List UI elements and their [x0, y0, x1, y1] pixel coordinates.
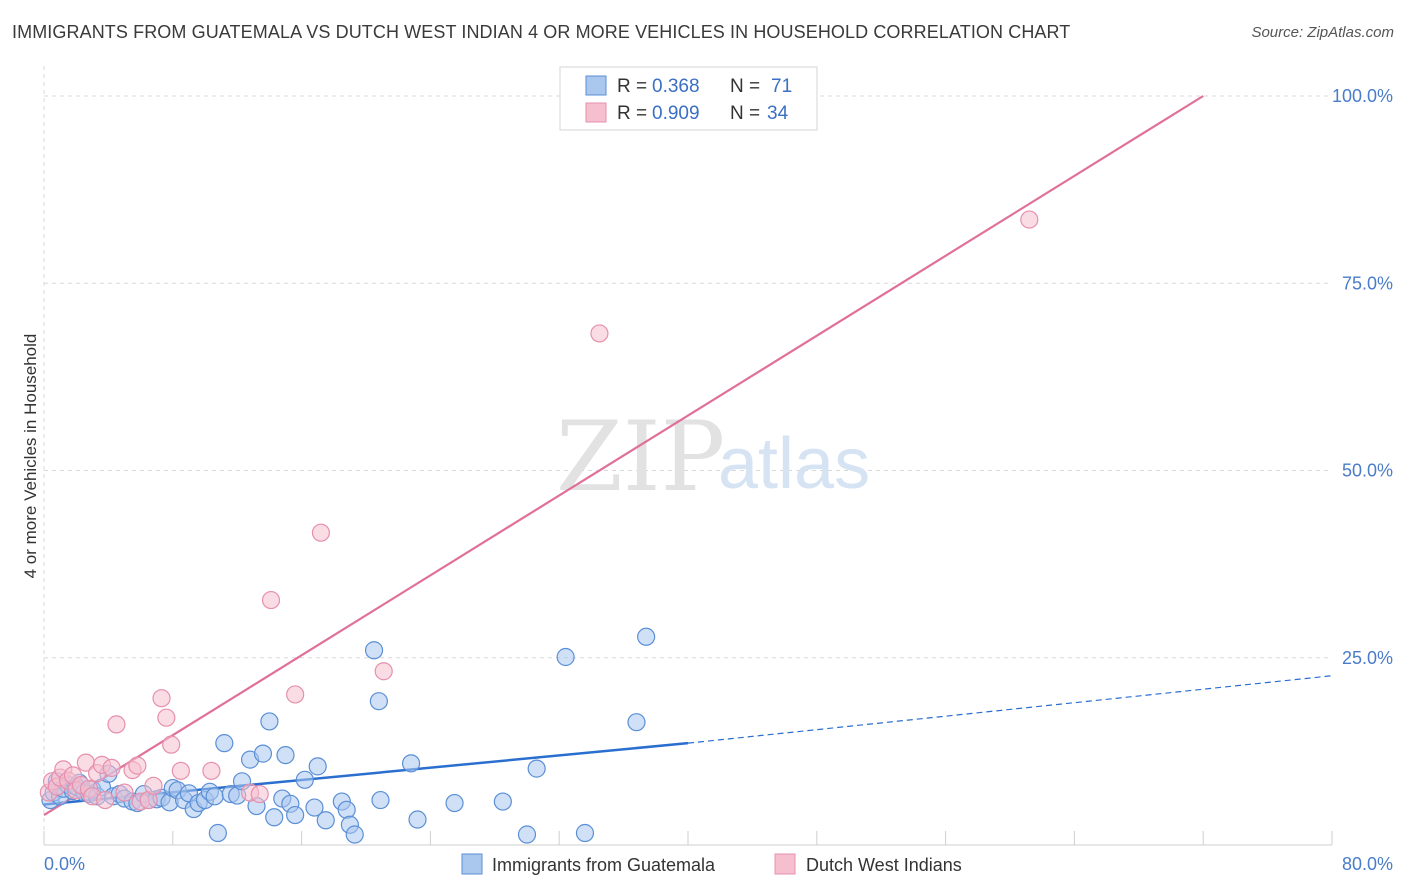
guatemala-point [308, 757, 327, 776]
dutch-west-indian-point [250, 784, 269, 804]
guatemala-point [208, 823, 227, 843]
guatemala-point [286, 805, 305, 825]
y-tick-labels: 25.0% 50.0% 75.0% 100.0% [1332, 86, 1393, 668]
dutch-west-indian-point [261, 590, 281, 610]
dutch-west-indian-point [1020, 210, 1039, 229]
guatemala-point [305, 798, 324, 817]
guatemala-point [408, 810, 427, 829]
guatemala-point [401, 754, 421, 773]
y-tick-label: 25.0% [1342, 648, 1393, 668]
guatemala-point [316, 811, 335, 830]
guatemala-point [345, 825, 364, 844]
x-tick-label: 0.0% [44, 854, 85, 874]
legend-n-label-1: N = [730, 76, 760, 97]
guatemala-point [637, 627, 656, 646]
dutch-west-indian-point [102, 758, 121, 777]
guatemala-point [205, 787, 224, 806]
legend-n-value-1: 71 [771, 76, 792, 97]
dutch-west-indian-point [152, 689, 171, 708]
guatemala-point [445, 793, 464, 813]
top-legend: R = 0.368 N = 71 R = 0.909 N = 34 [559, 66, 818, 131]
guatemala-point [276, 746, 295, 765]
dutch-west-indian-point [96, 790, 115, 810]
guatemala-point [493, 792, 512, 811]
legend-swatch-blue [585, 75, 607, 96]
x-tick-label: 80.0% [1342, 854, 1393, 874]
bottom-legend-swatch-pink [774, 853, 796, 875]
legend-r-value-2: 0.909 [652, 103, 700, 124]
y-tick-label: 50.0% [1342, 461, 1393, 481]
guatemala-point [517, 825, 537, 844]
dutch-west-indian-point [202, 761, 221, 780]
guatemala-trend-extension [687, 675, 1333, 744]
y-tick-label: 100.0% [1332, 86, 1393, 106]
data-points [39, 210, 1039, 844]
legend-r-label-1: R = [617, 76, 647, 97]
watermark-zip: ZIP [556, 401, 725, 513]
bottom-legend-label-guatemala: Immigrants from Guatemala [492, 855, 716, 875]
x-tick-labels: 0.0% 80.0% [44, 854, 1393, 874]
dutch-west-indian-point [144, 776, 163, 795]
guatemala-point [575, 823, 595, 843]
legend-swatch-pink [585, 102, 607, 123]
bottom-legend: Immigrants from Guatemala Dutch West Ind… [461, 853, 962, 875]
watermark: ZIP atlas [556, 401, 870, 513]
legend-n-label-2: N = [730, 103, 760, 124]
dutch-west-indian-trend-line [43, 95, 1204, 816]
guatemala-point [371, 790, 390, 810]
dutch-west-indian-point [107, 715, 126, 734]
y-tick-label: 75.0% [1342, 273, 1393, 293]
bottom-legend-label-dutch-west-indians: Dutch West Indians [806, 855, 962, 875]
dutch-west-indian-point [157, 708, 176, 727]
watermark-atlas: atlas [718, 424, 870, 504]
bottom-legend-swatch-blue [461, 853, 483, 875]
dutch-west-indian-point [286, 685, 305, 704]
guatemala-point [265, 808, 284, 827]
guatemala-point [253, 744, 273, 763]
dutch-west-indian-point [171, 761, 190, 780]
legend-r-value-1: 0.368 [652, 76, 700, 97]
dutch-west-indian-point [374, 662, 393, 681]
legend-r-label-2: R = [617, 103, 647, 124]
chart-title: IMMIGRANTS FROM GUATEMALA VS DUTCH WEST … [12, 22, 1071, 42]
guatemala-point [337, 800, 356, 819]
dutch-west-indian-point [590, 324, 609, 343]
guatemala-point [627, 713, 646, 732]
y-axis-title: 4 or more Vehicles in Household [21, 334, 40, 579]
source-credit: Source: ZipAtlas.com [1251, 24, 1394, 41]
dutch-west-indian-point [162, 735, 181, 754]
guatemala-point [295, 770, 314, 789]
dutch-west-indian-point [115, 783, 134, 802]
guatemala-point [364, 641, 384, 660]
guatemala-point [260, 712, 279, 731]
dutch-west-indian-point [128, 756, 147, 775]
guatemala-point [556, 647, 575, 667]
guatemala-point [527, 759, 546, 778]
guatemala-point [215, 734, 234, 753]
guatemala-point [369, 692, 388, 711]
dutch-west-indian-point [311, 523, 331, 542]
legend-n-value-2: 34 [767, 103, 789, 124]
